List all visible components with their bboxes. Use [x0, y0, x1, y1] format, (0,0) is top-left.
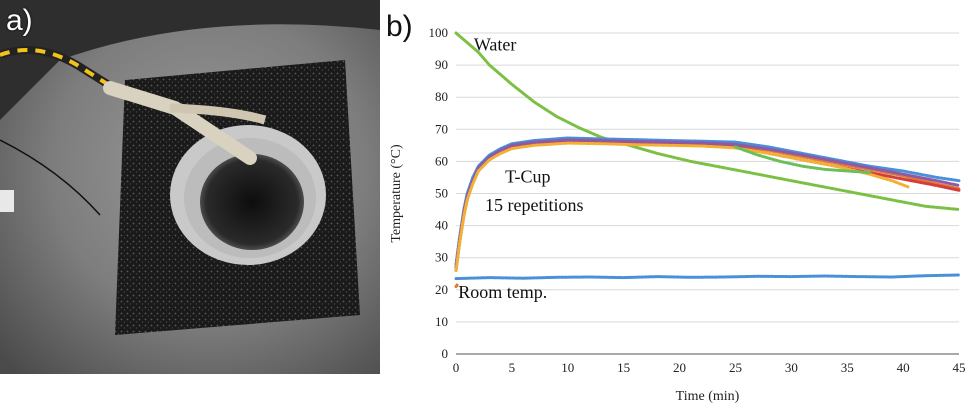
x-tick-label: 35: [841, 360, 854, 375]
x-tick-label: 20: [673, 360, 686, 375]
series-tcup-5: [454, 141, 911, 272]
annotation-tcup: T-Cup: [505, 166, 550, 186]
y-tick-label: 80: [435, 89, 448, 104]
t-cup-photo: [0, 0, 380, 374]
panel-b-label: b): [386, 10, 413, 43]
x-tick-label: 25: [729, 360, 742, 375]
sensor-cable-yellow: [0, 48, 127, 97]
y-tick-label: 0: [442, 346, 449, 361]
grid-lines: [456, 32, 959, 323]
tape-strip: [169, 103, 267, 125]
series-room: [454, 273, 961, 281]
y-axis-title: Temperature (°C): [389, 144, 404, 243]
cup-interior: [200, 154, 304, 250]
x-tick-label: 30: [785, 360, 798, 375]
y-tick-label: 60: [435, 153, 448, 168]
x-tick-label: 10: [561, 360, 574, 375]
annotation-water: Water: [474, 35, 517, 55]
temperature-chart: 0 10 20 30 40 50 60 70 80 90 100 0 5 10 15 20 25 30 35 40 4…: [389, 25, 966, 404]
y-tick-label: 40: [435, 218, 448, 233]
y-tick-label: 20: [435, 282, 448, 297]
photo-panel-a: a): [0, 0, 380, 374]
panel-a-label: a): [6, 4, 33, 37]
y-tick-label: 100: [429, 25, 449, 40]
y-tick-label: 10: [435, 314, 448, 329]
y-tick-label: 30: [435, 250, 448, 265]
x-tick-labels: 0 5 10 15 20 25 30 35 40 45: [453, 360, 966, 375]
clip-white: [0, 190, 14, 212]
annotation-repetitions: 15 repetitions: [485, 195, 583, 215]
x-axis-title: Time (min): [676, 389, 740, 404]
series-room-start: [454, 283, 459, 289]
x-tick-label: 40: [897, 360, 910, 375]
bowl-rim-shadow: [0, 0, 380, 120]
series-tcup-6: [733, 145, 872, 175]
x-tick-label: 15: [617, 360, 630, 375]
annotation-room-temp: Room temp.: [458, 282, 547, 302]
y-tick-label: 90: [435, 57, 448, 72]
thin-wire: [0, 139, 101, 216]
y-tick-label: 50: [435, 186, 448, 201]
x-tick-label: 5: [509, 360, 516, 375]
y-tick-labels: 0 10 20 30 40 50 60 70 80 90 100: [429, 25, 449, 361]
series-layer: [454, 31, 961, 289]
x-tick-label: 0: [453, 360, 460, 375]
x-tick-label: 45: [953, 360, 966, 375]
y-tick-label: 70: [435, 121, 448, 136]
